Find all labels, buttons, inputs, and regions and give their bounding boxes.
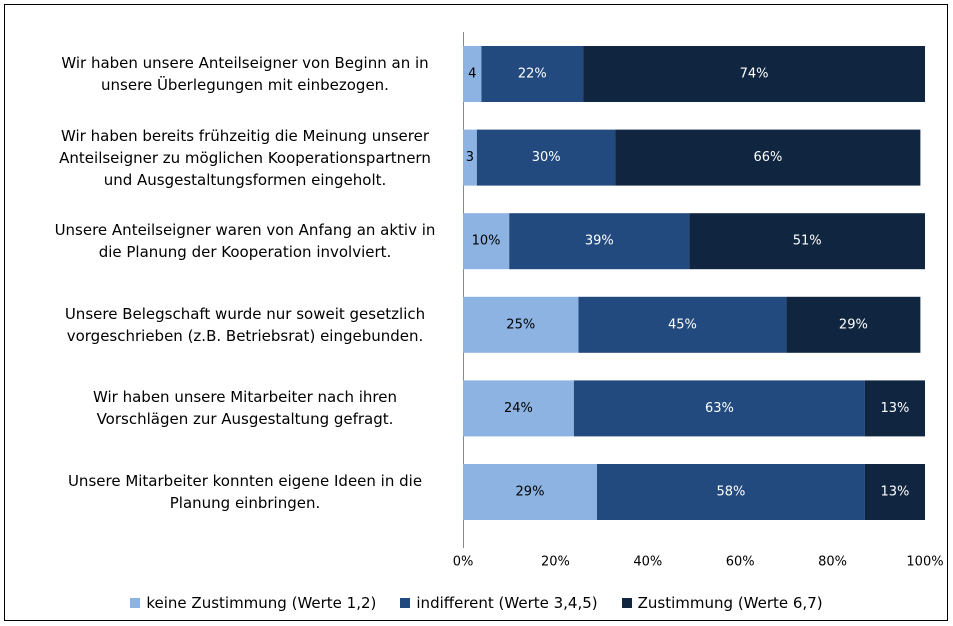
category-label: Unsere Belegschaft wurde nur soweit gese…	[64, 304, 426, 345]
legend: keine Zustimmung (Werte 1,2) indifferent …	[0, 594, 953, 612]
legend-item: Zustimmung (Werte 6,7)	[621, 594, 823, 612]
bar-segment	[476, 129, 616, 186]
category-label: Unsere Anteilseigner waren von Anfang an…	[54, 221, 436, 262]
legend-label: keine Zustimmung (Werte 1,2)	[146, 594, 377, 612]
bar-segment	[481, 46, 584, 102]
bar-segment	[864, 380, 925, 437]
value-label: 13%	[881, 485, 910, 500]
value-label: 30%	[532, 150, 561, 165]
value-label: 74%	[740, 67, 769, 82]
value-label: 58%	[717, 485, 746, 500]
legend-label: indifferent (Werte 3,4,5)	[416, 594, 598, 612]
x-tick-label: 80%	[818, 555, 847, 570]
bar-segment	[573, 380, 865, 437]
category-label: Wir haben unsere Mitarbeiter nach ihren …	[93, 388, 397, 429]
x-tick-label: 20%	[541, 555, 570, 570]
x-tick-label: 60%	[726, 555, 755, 570]
value-label: 29%	[516, 485, 545, 500]
bar-segment	[463, 213, 510, 270]
bar-segment	[864, 464, 925, 520]
chart-frame	[4, 4, 948, 621]
bar-segment	[509, 213, 690, 270]
legend-swatch	[130, 598, 141, 608]
bar-segment	[786, 296, 921, 353]
value-label: 3	[466, 150, 474, 165]
bar-segment	[578, 296, 787, 353]
value-label: 45%	[668, 317, 697, 332]
bar-segment	[463, 129, 477, 186]
category-label: Wir haben unsere Anteilseigner von Begin…	[61, 54, 429, 94]
bar-segment	[689, 213, 925, 270]
legend-swatch	[400, 598, 411, 608]
bar-segment	[596, 464, 865, 520]
legend-swatch	[621, 598, 632, 608]
value-label: 29%	[839, 317, 868, 332]
value-label: 25%	[506, 317, 535, 332]
bar-segment	[583, 46, 925, 102]
value-label: 22%	[518, 67, 547, 82]
value-label: 51%	[793, 234, 822, 249]
legend-item: indifferent (Werte 3,4,5)	[400, 594, 598, 612]
value-label: 4	[468, 67, 476, 82]
x-tick-label: 40%	[633, 555, 662, 570]
value-label: 13%	[881, 401, 910, 416]
bar-segment	[463, 296, 579, 353]
category-label: Unsere Mitarbeiter konnten eigene Ideen …	[67, 472, 423, 512]
bar-segment	[463, 464, 597, 520]
bar-segment	[615, 129, 921, 186]
value-label: 24%	[504, 401, 533, 416]
legend-item: keine Zustimmung (Werte 1,2)	[130, 594, 376, 612]
value-label: 10%	[472, 234, 501, 249]
bar-segment	[463, 380, 574, 437]
value-label: 66%	[753, 150, 782, 165]
category-label: Wir haben bereits frühzeitig die Meinung…	[59, 126, 431, 189]
value-label: 39%	[585, 234, 614, 249]
bar-segment	[463, 46, 482, 102]
x-tick-label: 100%	[906, 555, 943, 570]
value-label: 63%	[705, 401, 734, 416]
x-tick-label: 0%	[453, 555, 474, 570]
legend-label: Zustimmung (Werte 6,7)	[637, 594, 823, 612]
